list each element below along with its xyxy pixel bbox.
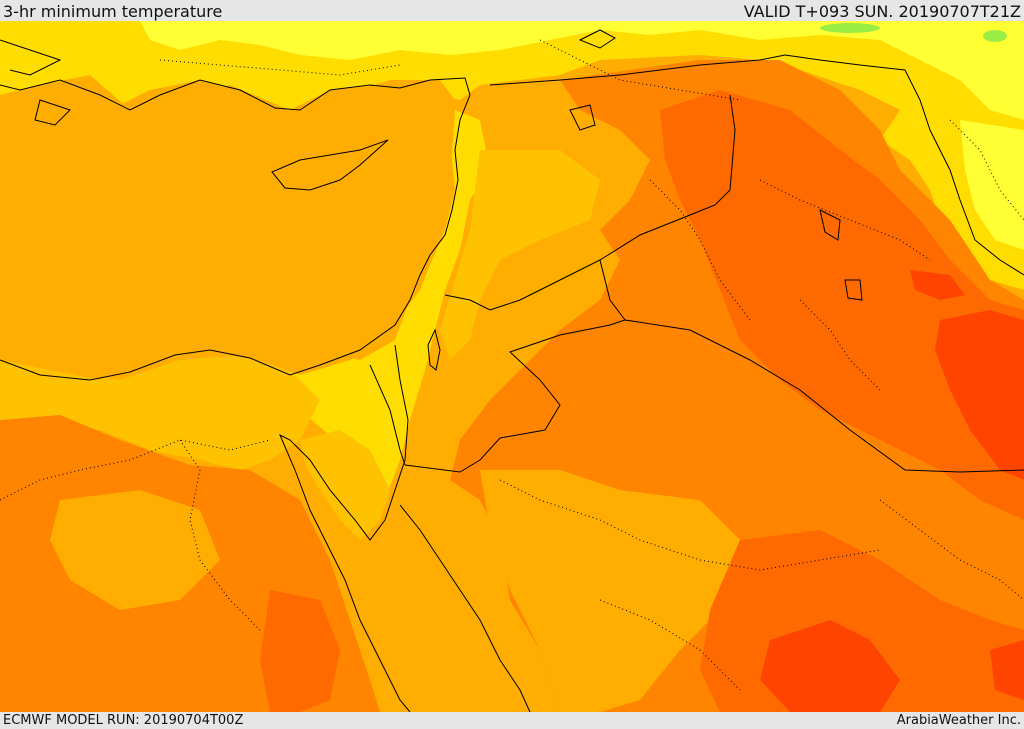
lake-outline-3 <box>844 279 863 301</box>
egypt-coast-amber <box>0 355 320 470</box>
cool-green-patch-2 <box>820 23 880 33</box>
north-light-yellow-band <box>140 21 1024 120</box>
model-run-label: ECMWF MODEL RUN: 20190704T00Z <box>3 713 244 728</box>
iran-light-yellow <box>960 120 1024 250</box>
cyprus-island <box>271 139 389 191</box>
iran-red-hotspot <box>910 270 965 300</box>
credit-label: ArabiaWeather Inc. <box>896 713 1021 728</box>
levant-yellow-strip <box>290 110 490 520</box>
arabia-red-hotspot <box>760 620 900 712</box>
levant-amber <box>440 150 600 360</box>
valid-time-label: VALID T+093 SUN. 20190707T21Z <box>743 2 1021 21</box>
map-svg <box>0 21 1024 712</box>
mediterranean-sea <box>0 75 455 380</box>
dead-sea-outline <box>427 328 441 371</box>
egypt-dark-orange <box>260 590 340 712</box>
header-bar: 3-hr minimum temperature VALID T+093 SUN… <box>0 0 1024 21</box>
admin-boundaries <box>0 39 1024 691</box>
footer-bar: ECMWF MODEL RUN: 20190704T00Z ArabiaWeat… <box>0 712 1024 729</box>
iraq-red-hotspot <box>935 310 1024 480</box>
temperature-map[interactable] <box>0 21 1024 712</box>
country-borders <box>369 54 1024 473</box>
egypt-amber-patch <box>50 490 220 610</box>
arabia-red-hotspot-2 <box>990 640 1024 700</box>
sinai-amber <box>300 430 390 540</box>
lake-outline-4 <box>578 29 616 49</box>
lake-outline <box>569 104 596 131</box>
lake-outline-2 <box>819 209 841 241</box>
cool-green-patch <box>983 30 1007 42</box>
map-title: 3-hr minimum temperature <box>3 2 223 21</box>
iraq-dark-orange <box>660 90 1024 520</box>
arabia-amber-patch <box>480 470 760 712</box>
coastlines <box>0 29 863 712</box>
